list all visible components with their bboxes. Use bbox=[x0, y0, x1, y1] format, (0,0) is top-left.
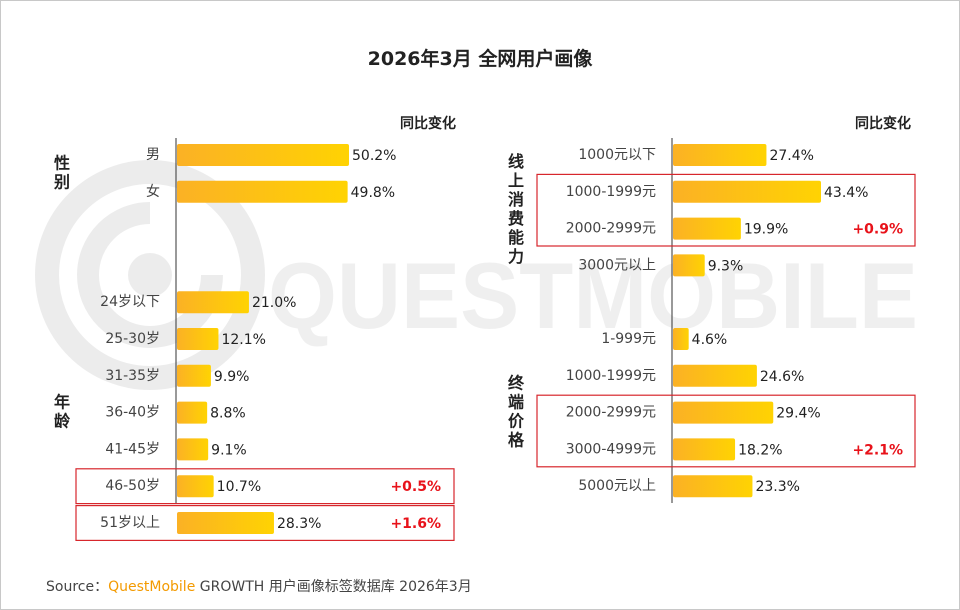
group-label-char: 价 bbox=[508, 412, 525, 431]
category-label: 36-40岁 bbox=[105, 405, 160, 421]
category-label: 3000-4999元 bbox=[566, 441, 656, 457]
change-label: +0.5% bbox=[390, 479, 441, 495]
data-label: 4.6% bbox=[692, 332, 728, 348]
data-label: 9.9% bbox=[214, 369, 250, 385]
group-label-char: 格 bbox=[508, 431, 525, 450]
bar bbox=[673, 475, 753, 498]
data-label: 50.2% bbox=[352, 148, 396, 164]
bar bbox=[177, 401, 208, 424]
group-label-char: 年 bbox=[54, 393, 70, 412]
source-note: Source：QuestMobile GROWTH 用户画像标签数据库 2026… bbox=[46, 576, 472, 596]
data-label: 28.3% bbox=[277, 516, 321, 532]
category-label: 1000-1999元 bbox=[566, 184, 656, 200]
data-label: 8.8% bbox=[210, 406, 246, 422]
category-label: 1000-1999元 bbox=[566, 368, 656, 384]
data-label: 29.4% bbox=[776, 406, 820, 422]
group-label-char: 力 bbox=[508, 247, 524, 266]
bar bbox=[673, 254, 705, 277]
data-label: 10.7% bbox=[217, 479, 261, 495]
bar bbox=[673, 328, 689, 350]
data-label: 9.1% bbox=[211, 442, 247, 458]
bar bbox=[673, 401, 774, 424]
category-label: 25-30岁 bbox=[105, 331, 160, 347]
category-label: 46-50岁 bbox=[105, 478, 160, 494]
data-label: 21.0% bbox=[252, 295, 296, 311]
bar bbox=[673, 217, 741, 240]
data-label: 27.4% bbox=[769, 148, 813, 164]
group-label-char: 端 bbox=[508, 393, 524, 412]
bar bbox=[673, 364, 757, 387]
group-label-char: 别 bbox=[53, 172, 70, 191]
group-label-char: 消 bbox=[508, 190, 524, 209]
bar bbox=[177, 180, 348, 203]
data-label: 23.3% bbox=[755, 479, 799, 495]
group-label-char: 线 bbox=[508, 152, 524, 171]
bar bbox=[673, 438, 736, 461]
highlight-box bbox=[536, 394, 916, 468]
bar bbox=[673, 144, 767, 166]
category-label: 41-45岁 bbox=[105, 441, 160, 457]
data-label: 9.3% bbox=[708, 258, 744, 274]
category-label: 1-999元 bbox=[601, 331, 656, 347]
column-header: 同比变化 bbox=[400, 115, 456, 132]
data-label: 19.9% bbox=[744, 222, 788, 238]
highlight-box bbox=[75, 505, 455, 542]
category-label: 51岁以上 bbox=[100, 515, 160, 531]
source-brand: QuestMobile bbox=[108, 579, 196, 595]
bar bbox=[177, 364, 211, 387]
change-label: +2.1% bbox=[852, 442, 903, 458]
change-label: +1.6% bbox=[390, 516, 441, 532]
bar bbox=[177, 291, 249, 314]
category-label: 3000元以上 bbox=[578, 257, 656, 273]
category-label: 2000-2999元 bbox=[566, 221, 656, 237]
group-label-char: 费 bbox=[508, 209, 524, 228]
change-label: +0.9% bbox=[852, 222, 903, 238]
group-label-char: 终 bbox=[508, 374, 525, 393]
group-label-char: 能 bbox=[508, 228, 524, 247]
category-label: 5000元以上 bbox=[578, 478, 656, 494]
data-label: 49.8% bbox=[351, 185, 395, 201]
bar bbox=[177, 512, 274, 534]
category-label: 2000-2999元 bbox=[566, 405, 656, 421]
source-suffix: GROWTH 用户画像标签数据库 2026年3月 bbox=[195, 579, 472, 595]
highlight-box bbox=[536, 173, 916, 247]
bar bbox=[673, 180, 821, 203]
column-header: 同比变化 bbox=[855, 115, 911, 132]
data-label: 12.1% bbox=[221, 332, 265, 348]
data-label: 24.6% bbox=[760, 369, 804, 385]
category-label: 24岁以下 bbox=[100, 294, 160, 310]
group-label-char: 性 bbox=[54, 153, 70, 172]
category-label: 女 bbox=[146, 183, 160, 200]
bar bbox=[177, 475, 214, 498]
category-label: 31-35岁 bbox=[105, 368, 160, 384]
bar bbox=[177, 328, 219, 350]
data-label: 18.2% bbox=[738, 442, 782, 458]
highlight-box bbox=[75, 468, 455, 505]
chart-title: 2026年3月 全网用户画像 bbox=[367, 48, 593, 70]
bar bbox=[177, 144, 349, 166]
data-label: 43.4% bbox=[824, 185, 868, 201]
watermark-text: QUESTMOBILE bbox=[268, 243, 918, 348]
category-label: 男 bbox=[146, 147, 160, 163]
bar bbox=[177, 438, 209, 461]
category-label: 1000元以下 bbox=[578, 147, 656, 163]
source-prefix: Source： bbox=[46, 579, 109, 595]
group-label-char: 龄 bbox=[54, 412, 71, 431]
group-label-char: 上 bbox=[508, 171, 524, 190]
